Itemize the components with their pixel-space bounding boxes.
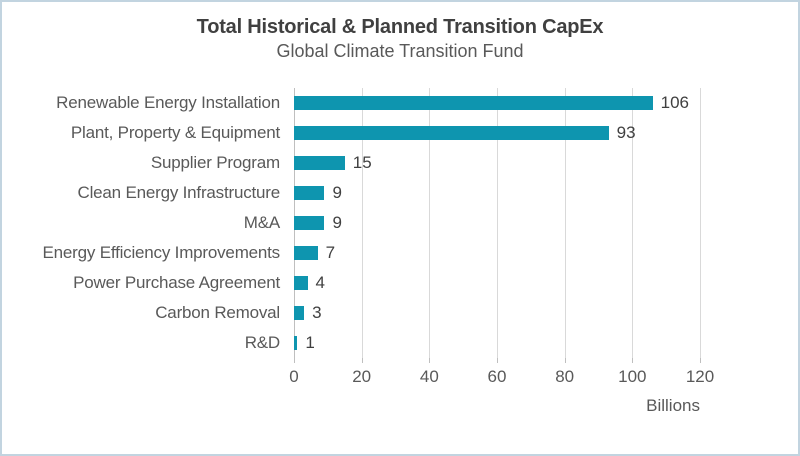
x-axis-tick-label: 100 xyxy=(618,367,647,386)
category-label: Supplier Program xyxy=(150,153,280,172)
category-label: Renewable Energy Installation xyxy=(56,93,280,112)
bar-track: 9 xyxy=(294,183,700,203)
gridline xyxy=(632,88,634,358)
bar-row: M&A 9 xyxy=(2,208,798,238)
chart-subtitle: Global Climate Transition Fund xyxy=(276,41,524,61)
bar xyxy=(294,186,325,200)
x-axis-unit-label: Billions xyxy=(646,396,700,415)
value-label: 1 xyxy=(305,333,315,352)
bar-track: 7 xyxy=(294,243,700,263)
bar-row: R&D 1 xyxy=(2,328,798,358)
value-label: 9 xyxy=(332,183,342,202)
bar-row: Supplier Program 15 xyxy=(2,148,798,178)
x-axis-tick-mark xyxy=(361,358,363,363)
x-axis-tick-label: 0 xyxy=(289,367,299,386)
bar-chart-plot-area: Renewable Energy Installation 106 Plant,… xyxy=(2,88,798,358)
x-axis-tick-label: 120 xyxy=(685,367,715,386)
value-label: 93 xyxy=(616,123,636,142)
x-axis-unit-row: Billions xyxy=(294,396,700,416)
bar-track: 9 xyxy=(294,213,700,233)
bar-row: Renewable Energy Installation 106 xyxy=(2,88,798,118)
category-label: Power Purchase Agreement xyxy=(73,273,280,292)
gridline xyxy=(497,88,498,358)
bar-row: Carbon Removal 3 xyxy=(2,298,798,328)
bar xyxy=(294,306,305,320)
bar-track: 93 xyxy=(294,123,700,143)
bar-track: 15 xyxy=(294,153,700,173)
x-axis-tick-mark xyxy=(564,358,566,363)
bar xyxy=(294,156,345,170)
bar-row: Energy Efficiency Improvements 7 xyxy=(2,238,798,268)
gridline xyxy=(429,88,431,358)
gridline xyxy=(564,88,566,358)
category-label: Clean Energy Infrastructure xyxy=(77,183,281,202)
x-axis-tick-mark xyxy=(497,358,498,363)
bar-row: Clean Energy Infrastructure 9 xyxy=(2,178,798,208)
category-label: Carbon Removal xyxy=(155,303,280,322)
bar xyxy=(294,96,653,110)
x-axis-tick-mark xyxy=(700,358,701,363)
value-label: 15 xyxy=(352,153,372,172)
gridline xyxy=(361,88,363,358)
bar xyxy=(294,216,325,230)
gridline xyxy=(700,88,701,358)
x-axis: 0 20 40 60 80 100 120 xyxy=(289,358,714,390)
x-axis-tick-mark xyxy=(632,358,634,363)
x-axis-tick-mark xyxy=(429,358,431,363)
category-label: Energy Efficiency Improvements xyxy=(42,243,281,262)
bar-track: 106 xyxy=(294,93,700,113)
category-label: Plant, Property & Equipment xyxy=(70,123,280,142)
bar xyxy=(294,126,609,140)
x-axis-tick-label: 80 xyxy=(555,367,575,386)
bar-track: 1 xyxy=(294,333,700,353)
value-label: 3 xyxy=(312,303,322,322)
bar-row: Plant, Property & Equipment 93 xyxy=(2,118,798,148)
x-axis-tick-label: 20 xyxy=(352,367,372,386)
bar-track: 4 xyxy=(294,273,700,293)
bar-track: 3 xyxy=(294,303,700,323)
value-label: 7 xyxy=(325,243,336,262)
category-label: M&A xyxy=(243,213,280,232)
value-label: 9 xyxy=(332,213,342,232)
x-axis-tick-mark xyxy=(294,358,295,363)
chart-title: Total Historical & Planned Transition Ca… xyxy=(196,16,604,38)
bar xyxy=(294,276,308,290)
x-axis-tick-label: 60 xyxy=(487,367,507,386)
bar xyxy=(294,336,298,350)
category-label: R&D xyxy=(244,333,280,352)
bar-row: Power Purchase Agreement 4 xyxy=(2,268,798,298)
x-axis-tick-label: 40 xyxy=(419,367,439,386)
value-label: 106 xyxy=(660,93,689,112)
bar xyxy=(294,246,318,260)
value-label: 4 xyxy=(315,273,325,292)
